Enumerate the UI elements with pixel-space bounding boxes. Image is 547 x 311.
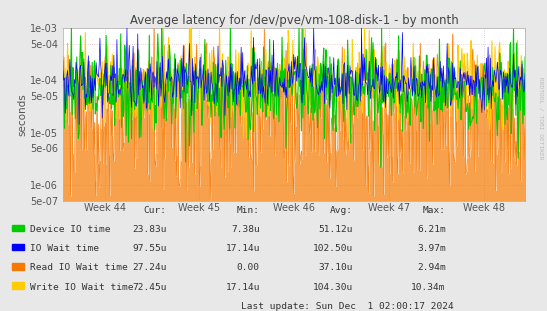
Text: 2.94m: 2.94m	[417, 263, 446, 272]
Y-axis label: seconds: seconds	[17, 93, 27, 136]
Text: 72.45u: 72.45u	[132, 283, 167, 291]
Text: Cur:: Cur:	[144, 206, 167, 215]
Text: 0.00: 0.00	[237, 263, 260, 272]
Text: 17.14u: 17.14u	[225, 283, 260, 291]
Text: IO Wait time: IO Wait time	[30, 244, 98, 253]
Text: Max:: Max:	[423, 206, 446, 215]
Text: 10.34m: 10.34m	[411, 283, 446, 291]
Text: 7.38u: 7.38u	[231, 225, 260, 234]
Text: Device IO time: Device IO time	[30, 225, 110, 234]
Text: RRDTOOL / TOBI OETIKER: RRDTOOL / TOBI OETIKER	[538, 77, 543, 160]
Text: 27.24u: 27.24u	[132, 263, 167, 272]
Title: Average latency for /dev/pve/vm-108-disk-1 - by month: Average latency for /dev/pve/vm-108-disk…	[130, 14, 458, 27]
Text: 97.55u: 97.55u	[132, 244, 167, 253]
Text: Min:: Min:	[237, 206, 260, 215]
Text: 6.21m: 6.21m	[417, 225, 446, 234]
Text: 51.12u: 51.12u	[318, 225, 353, 234]
Text: 3.97m: 3.97m	[417, 244, 446, 253]
Text: Last update: Sun Dec  1 02:00:17 2024: Last update: Sun Dec 1 02:00:17 2024	[241, 302, 454, 311]
Text: Write IO Wait time: Write IO Wait time	[30, 283, 133, 291]
Text: 23.83u: 23.83u	[132, 225, 167, 234]
Text: Avg:: Avg:	[330, 206, 353, 215]
Text: 102.50u: 102.50u	[312, 244, 353, 253]
Text: 37.10u: 37.10u	[318, 263, 353, 272]
Text: Read IO Wait time: Read IO Wait time	[30, 263, 127, 272]
Text: 104.30u: 104.30u	[312, 283, 353, 291]
Text: 17.14u: 17.14u	[225, 244, 260, 253]
